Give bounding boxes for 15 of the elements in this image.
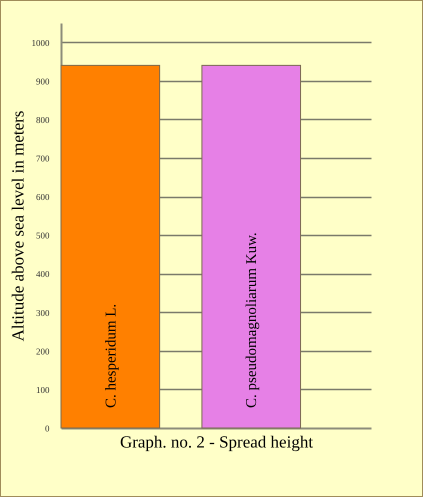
y-tick-label: 100 (36, 384, 50, 395)
y-tick-label: 200 (36, 346, 50, 356)
y-tick-label: 500 (36, 230, 50, 241)
x-tick-label: C. hesperidum L. (103, 304, 120, 408)
y-tick-label: 700 (36, 154, 50, 164)
y-tick-label: 900 (36, 76, 50, 86)
y-tick-label: 600 (36, 192, 50, 202)
y-tick-label: 300 (36, 308, 50, 318)
y-tick-label: 400 (36, 269, 50, 280)
x-axis-title: Graph. no. 2 - Spread height (120, 432, 314, 452)
y-tick-label: 1000 (32, 38, 50, 48)
y-axis-title: Altitude above sea level in meters (8, 110, 28, 342)
x-tick-label: C. pseudomagnoliarum Kuw. (244, 232, 260, 408)
y-tick-label: 800 (36, 114, 50, 125)
y-tick-label: 0 (45, 424, 50, 434)
